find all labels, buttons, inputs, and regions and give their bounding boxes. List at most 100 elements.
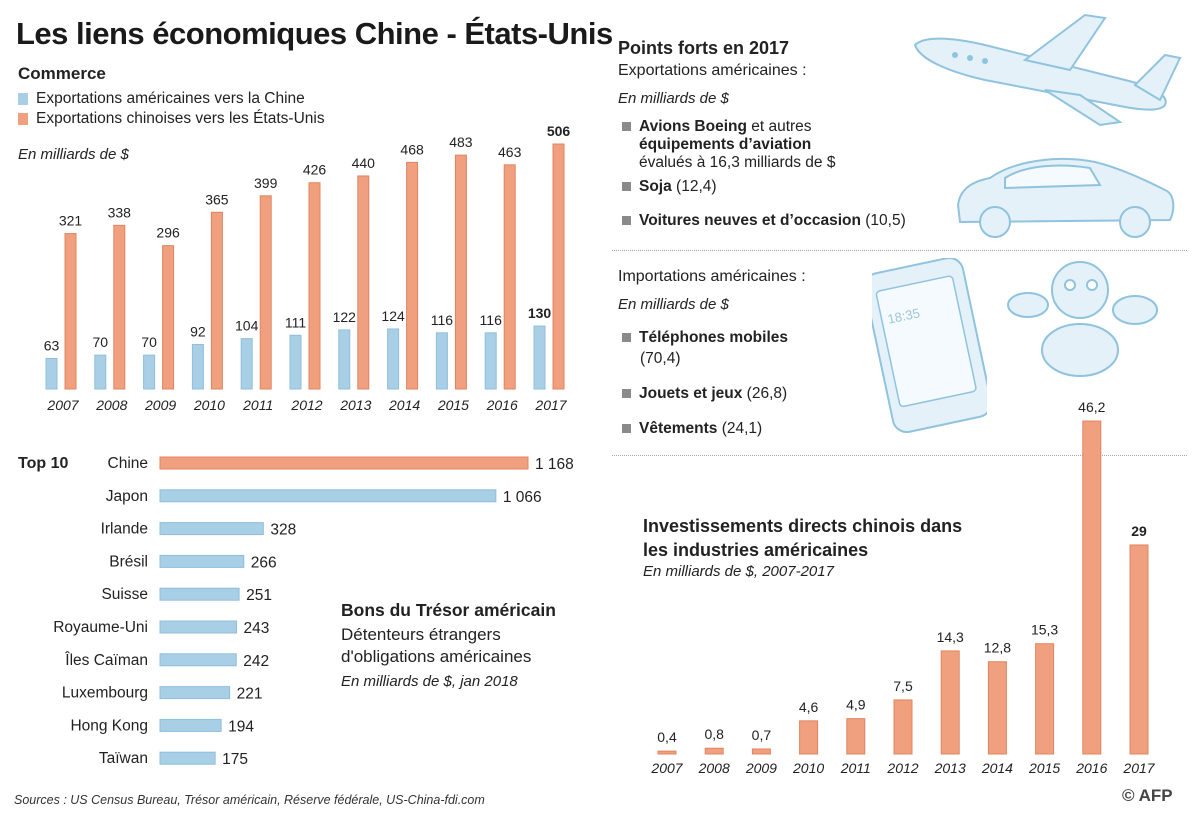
year-tick-label: 2007 <box>650 760 683 776</box>
holder-value-label: 251 <box>246 587 272 604</box>
top10-chart: Chine 1 168 Japon 1 066 Irlande 328 Brésil 266 S… <box>53 455 574 768</box>
holder-bar <box>159 686 231 700</box>
export-item-boeing-text: et autres <box>746 118 812 135</box>
country-label: Chine <box>108 455 149 472</box>
holder-value-label: 328 <box>270 522 296 539</box>
us-export-bar <box>484 332 497 390</box>
legend-us-exports: Exportations américaines vers la Chine <box>18 90 305 108</box>
country-label: Japon <box>106 488 148 505</box>
cn-export-value-label: 468 <box>400 141 424 157</box>
country-label: Irlande <box>101 521 148 538</box>
import-item-phones-value: (70,4) <box>640 350 681 367</box>
legend-swatch-cn <box>18 113 28 125</box>
highlights-title: Points forts en 2017 <box>618 38 790 58</box>
legend-label-cn: Exportations chinoises vers les États-Un… <box>36 110 325 127</box>
year-tick-label: 2015 <box>437 397 469 413</box>
bullet-icon <box>622 122 631 131</box>
country-label: Luxembourg <box>62 685 148 702</box>
year-tick-label: 2010 <box>792 760 824 776</box>
trade-unit: En milliards de $ <box>18 146 129 163</box>
investment-bar <box>893 699 913 755</box>
year-tick-label: 2007 <box>46 397 79 413</box>
investment-bar <box>799 720 819 755</box>
cn-export-bar <box>503 164 516 390</box>
holder-bar <box>159 718 222 732</box>
us-export-bar <box>240 338 253 390</box>
cn-export-value-label: 440 <box>352 155 376 171</box>
investment-value-label: 0,8 <box>704 726 724 742</box>
holder-value-label: 1 066 <box>503 489 542 506</box>
imports-label: Importations américaines : <box>618 268 806 285</box>
holder-bar <box>159 522 264 536</box>
cn-export-bar <box>308 182 321 390</box>
cn-export-bar <box>64 233 77 390</box>
cn-export-value-label: 321 <box>59 213 83 229</box>
investment-bar <box>657 750 677 755</box>
investment-bar <box>846 718 866 755</box>
cn-export-value-label: 426 <box>303 162 327 178</box>
investment-value-label: 12,8 <box>984 640 1011 656</box>
holder-value-label: 266 <box>251 554 277 571</box>
us-export-bar <box>191 343 204 390</box>
us-export-bar <box>45 357 58 390</box>
us-export-bar <box>435 332 448 390</box>
us-export-bar <box>94 354 107 390</box>
holder-bar <box>159 653 237 667</box>
cn-export-bar <box>162 245 175 390</box>
exports-label: Exportations américaines : <box>618 62 807 79</box>
us-export-bar <box>143 354 156 390</box>
investment-value-label: 4,9 <box>846 697 866 713</box>
us-export-value-label: 130 <box>528 305 552 321</box>
export-item-voitures-value: (10,5) <box>860 212 906 229</box>
investment-value-label: 0,4 <box>657 729 677 745</box>
export-item-voitures: Voitures neuves et d’occasion (10,5) <box>622 212 906 230</box>
cn-export-value-label: 399 <box>254 175 278 191</box>
airplane-icon <box>913 13 1182 127</box>
investment-unit: En milliards de $, 2007-2017 <box>643 563 834 580</box>
us-export-bar <box>533 325 546 390</box>
import-item-phones-bold: Téléphones mobiles <box>639 329 789 346</box>
cn-export-bar <box>210 211 223 390</box>
investment-bar <box>1129 544 1149 755</box>
credit-logo: © AFP <box>1122 786 1173 805</box>
country-label: Taïwan <box>99 750 148 767</box>
year-tick-label: 2008 <box>698 760 730 776</box>
bullet-icon <box>622 182 631 191</box>
investment-value-label: 14,3 <box>937 629 964 645</box>
holder-bar <box>159 620 238 634</box>
phone-time-label: 18:35 <box>886 305 921 326</box>
investment-bar <box>704 747 724 755</box>
year-tick-label: 2012 <box>290 397 322 413</box>
bullet-icon <box>622 216 631 225</box>
import-item-clothes: Vêtements (24,1) <box>622 420 762 438</box>
us-export-value-label: 70 <box>141 334 157 350</box>
year-tick-label: 2009 <box>745 760 777 776</box>
year-tick-label: 2017 <box>534 397 567 413</box>
car-icon <box>956 157 1175 238</box>
holder-bar <box>159 751 216 765</box>
year-tick-label: 2008 <box>95 397 127 413</box>
holder-value-label: 243 <box>244 620 270 637</box>
import-item-toys-value: (26,8) <box>742 385 788 402</box>
toy-monkey-icon <box>1007 261 1158 377</box>
investment-value-label: 15,3 <box>1031 622 1058 638</box>
cn-export-value-label: 338 <box>108 204 132 220</box>
cn-export-value-label: 365 <box>205 191 229 207</box>
investment-value-label: 46,2 <box>1078 400 1105 415</box>
top10-label: Top 10 <box>18 455 69 472</box>
export-item-soja-bold: Soja <box>639 178 672 195</box>
import-item-clothes-bold: Vêtements <box>639 420 718 437</box>
bullet-icon <box>622 333 631 342</box>
bonds-subtitle: Détenteurs étrangers d'obligations améri… <box>341 625 532 666</box>
year-tick-label: 2012 <box>886 760 918 776</box>
us-export-bar <box>338 329 351 390</box>
legend-label-us: Exportations américaines vers la Chine <box>36 90 305 107</box>
us-export-value-label: 111 <box>285 314 306 330</box>
holder-value-label: 194 <box>228 718 254 735</box>
cn-export-bar <box>454 154 467 390</box>
investment-value-label: 7,5 <box>893 678 913 694</box>
export-item-boeing-bold2: équipements d’aviation <box>639 136 812 153</box>
import-item-toys-bold: Jouets et jeux <box>639 385 743 402</box>
cn-export-value-label: 483 <box>449 134 473 150</box>
phone-icon: 18:35 <box>872 258 987 433</box>
